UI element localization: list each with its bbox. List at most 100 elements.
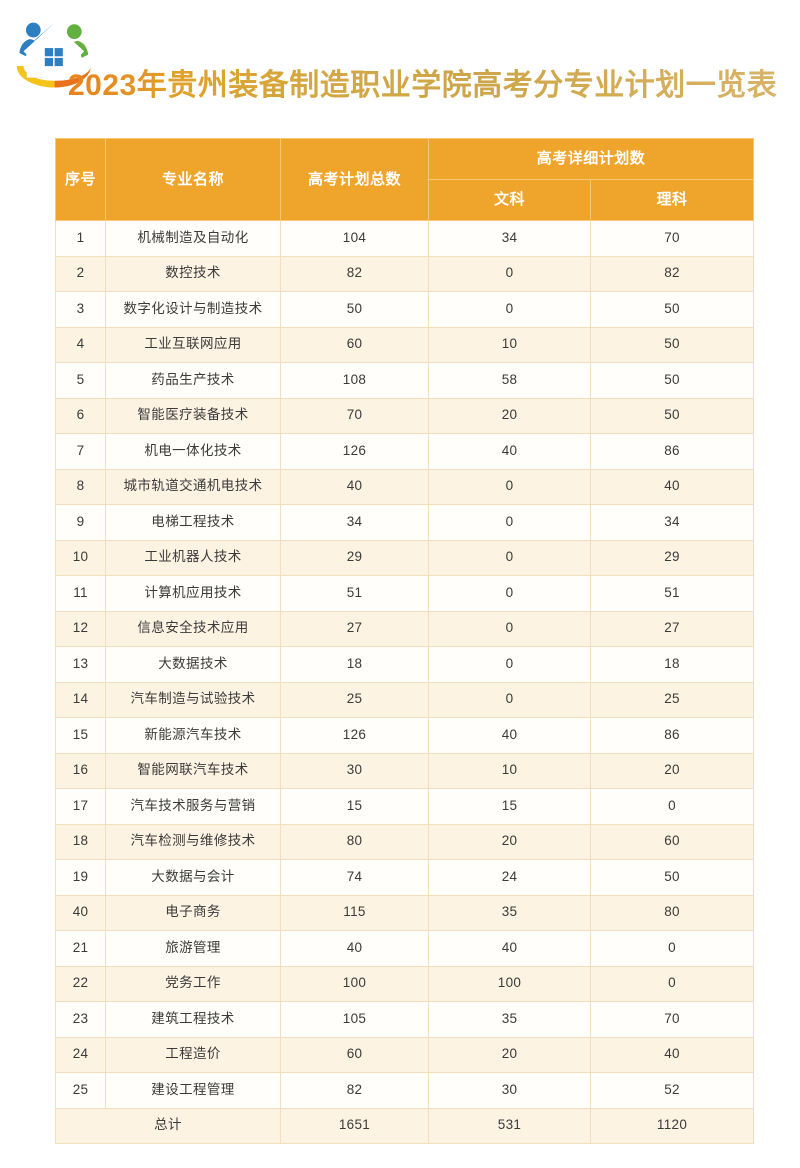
cell-science: 29 <box>589 539 755 576</box>
cell-index: 24 <box>55 1036 106 1073</box>
cell-arts: 30 <box>428 1072 591 1109</box>
cell-arts: 0 <box>428 575 591 612</box>
cell-major: 新能源汽车技术 <box>105 717 281 754</box>
cell-arts: 0 <box>428 610 591 647</box>
cell-total: 18 <box>280 646 429 683</box>
table-row: 24 工程造价 60 20 40 <box>55 1036 755 1073</box>
cell-major: 工业互联网应用 <box>105 326 281 363</box>
cell-total: 126 <box>280 717 429 754</box>
cell-total: 29 <box>280 539 429 576</box>
cell-arts: 35 <box>428 894 591 931</box>
cell-major: 汽车制造与试验技术 <box>105 681 281 718</box>
cell-index: 14 <box>55 681 106 718</box>
cell-index: 21 <box>55 930 106 967</box>
table-row: 40 电子商务 115 35 80 <box>55 894 755 931</box>
table-row: 4 工业互联网应用 60 10 50 <box>55 326 755 363</box>
column-header-detail-group: 高考详细计划数 <box>427 138 755 180</box>
cell-total: 15 <box>280 788 429 825</box>
table-row: 2 数控技术 82 0 82 <box>55 255 755 292</box>
cell-major: 大数据与会计 <box>105 859 281 896</box>
table-header: 序号 专业名称 高考计划总数 高考详细计划数 文科 理科 <box>55 138 755 221</box>
cell-total: 50 <box>280 291 429 328</box>
cell-arts: 40 <box>428 930 591 967</box>
cell-science: 86 <box>589 433 755 470</box>
cell-major: 汽车技术服务与营销 <box>105 788 281 825</box>
cell-index: 13 <box>55 646 106 683</box>
cell-total: 104 <box>280 220 429 257</box>
cell-major: 工业机器人技术 <box>105 539 281 576</box>
cell-total: 60 <box>280 1036 429 1073</box>
cell-arts: 20 <box>428 823 591 860</box>
cell-total: 70 <box>280 397 429 434</box>
cell-arts: 15 <box>428 788 591 825</box>
cell-arts: 20 <box>428 1036 591 1073</box>
cell-total: 108 <box>280 362 429 399</box>
cell-index: 7 <box>55 433 106 470</box>
cell-index: 1 <box>55 220 106 257</box>
cell-index: 4 <box>55 326 106 363</box>
cell-science: 18 <box>589 646 755 683</box>
cell-science: 34 <box>589 504 755 541</box>
cell-science: 50 <box>589 326 755 363</box>
table-row: 23 建筑工程技术 105 35 70 <box>55 1001 755 1038</box>
cell-index: 17 <box>55 788 106 825</box>
page-header: 2023年贵州装备制造职业学院高考分专业计划一览表 <box>0 0 800 120</box>
school-house-logo <box>12 12 94 94</box>
cell-total: 100 <box>280 965 429 1002</box>
cell-science: 27 <box>589 610 755 647</box>
cell-major: 智能网联汽车技术 <box>105 752 281 789</box>
cell-major: 建筑工程技术 <box>105 1001 281 1038</box>
cell-science: 40 <box>589 468 755 505</box>
table-body: 1 机械制造及自动化 104 34 70 2 数控技术 82 0 82 3 数字化设计与制造技术 50 0… <box>55 220 755 1144</box>
cell-arts: 40 <box>428 433 591 470</box>
cell-total: 115 <box>280 894 429 931</box>
cell-major: 机械制造及自动化 <box>105 220 281 257</box>
cell-total: 40 <box>280 468 429 505</box>
column-header-total: 高考计划总数 <box>280 138 429 221</box>
cell-index: 22 <box>55 965 106 1002</box>
cell-science: 0 <box>589 930 755 967</box>
cell-major: 电子商务 <box>105 894 281 931</box>
cell-arts: 0 <box>428 646 591 683</box>
cell-arts: 40 <box>428 717 591 754</box>
cell-total: 40 <box>280 930 429 967</box>
cell-index: 18 <box>55 823 106 860</box>
cell-science: 70 <box>589 220 755 257</box>
cell-index: 19 <box>55 859 106 896</box>
table-row: 10 工业机器人技术 29 0 29 <box>55 539 755 576</box>
cell-major: 信息安全技术应用 <box>105 610 281 647</box>
cell-arts: 0 <box>428 255 591 292</box>
cell-total: 74 <box>280 859 429 896</box>
table-header-row-1: 序号 专业名称 高考计划总数 高考详细计划数 <box>55 138 755 221</box>
cell-index: 40 <box>55 894 106 931</box>
cell-science: 86 <box>589 717 755 754</box>
table-total-row: 总计 1651 531 1120 <box>55 1107 755 1144</box>
cell-science-sum: 1120 <box>589 1107 755 1144</box>
table-row: 9 电梯工程技术 34 0 34 <box>55 504 755 541</box>
table-row: 7 机电一体化技术 126 40 86 <box>55 433 755 470</box>
cell-major: 党务工作 <box>105 965 281 1002</box>
cell-arts: 20 <box>428 397 591 434</box>
cell-arts: 100 <box>428 965 591 1002</box>
cell-arts: 34 <box>428 220 591 257</box>
cell-index: 25 <box>55 1072 106 1109</box>
cell-arts: 10 <box>428 752 591 789</box>
cell-total: 51 <box>280 575 429 612</box>
cell-major: 数控技术 <box>105 255 281 292</box>
enrollment-plan-table: 序号 专业名称 高考计划总数 高考详细计划数 文科 理科 1 机械制造及自动化 10… <box>55 138 755 1144</box>
cell-arts: 58 <box>428 362 591 399</box>
table-row: 15 新能源汽车技术 126 40 86 <box>55 717 755 754</box>
cell-arts: 10 <box>428 326 591 363</box>
cell-science: 80 <box>589 894 755 931</box>
table-header-row-2: 文科 理科 <box>56 179 755 221</box>
cell-arts: 0 <box>428 539 591 576</box>
cell-science: 20 <box>589 752 755 789</box>
cell-science: 60 <box>589 823 755 860</box>
table-row: 25 建设工程管理 82 30 52 <box>55 1072 755 1109</box>
cell-science: 52 <box>589 1072 755 1109</box>
plan-table-container: 序号 专业名称 高考计划总数 高考详细计划数 文科 理科 1 机械制造及自动化 10… <box>55 138 755 1144</box>
cell-index: 2 <box>55 255 106 292</box>
table-row: 19 大数据与会计 74 24 50 <box>55 859 755 896</box>
table-row: 12 信息安全技术应用 27 0 27 <box>55 610 755 647</box>
cell-total-sum: 1651 <box>280 1107 429 1144</box>
